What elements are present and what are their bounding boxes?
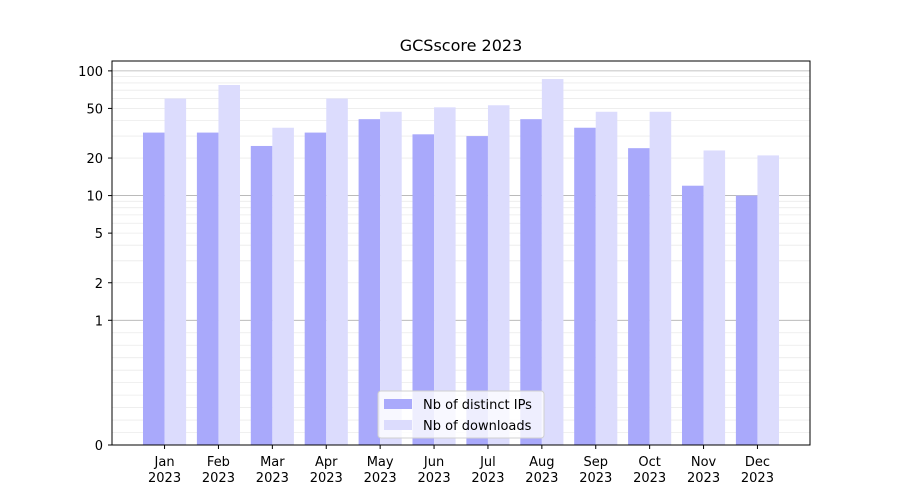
bar-distinct-ips xyxy=(520,119,542,446)
x-tick-label-year: 2023 xyxy=(579,471,612,486)
x-tick-label-year: 2023 xyxy=(364,471,397,486)
x-tick-label-month: May xyxy=(367,455,394,470)
x-tick-label: Sep 2023 xyxy=(579,455,612,486)
x-tick-label-month: Sep xyxy=(583,455,608,470)
y-tick-label: 20 xyxy=(86,152,103,167)
x-tick-label-year: 2023 xyxy=(525,471,558,486)
x-tick-label: Dec 2023 xyxy=(741,455,774,486)
y-tick-label: 10 xyxy=(86,190,103,205)
x-tick-label-month: Dec xyxy=(745,455,770,470)
x-tick-label-year: 2023 xyxy=(687,471,720,486)
x-tick-label-month: Oct xyxy=(638,455,660,470)
bars xyxy=(142,79,780,446)
x-tick-label-year: 2023 xyxy=(471,471,504,486)
x-tick-label: Oct 2023 xyxy=(633,455,666,486)
x-tick-label: Nov 2023 xyxy=(687,455,720,486)
x-tick-label-month: Apr xyxy=(315,455,338,470)
bar-distinct-ips xyxy=(304,132,327,446)
x-tick-label-year: 2023 xyxy=(202,471,235,486)
bar-downloads xyxy=(326,98,348,446)
y-tick-label: 100 xyxy=(78,65,103,80)
bar-downloads xyxy=(595,111,618,445)
legend-swatch xyxy=(384,399,412,409)
x-tick-label-year: 2023 xyxy=(310,471,343,486)
plot-frame xyxy=(111,60,811,446)
legend-label: Nb of distinct IPs xyxy=(423,398,532,413)
x-tick-label: Jan 2023 xyxy=(148,455,181,486)
legend-box xyxy=(377,390,545,439)
bar-distinct-ips xyxy=(142,132,165,446)
bar-distinct-ips xyxy=(358,119,381,446)
bar-downloads xyxy=(541,79,564,446)
bar-downloads xyxy=(272,127,294,445)
bar-downloads xyxy=(164,98,187,446)
bar-distinct-ips xyxy=(628,148,650,445)
x-tick-label-month: Jun xyxy=(423,455,444,470)
x-tick-label: Aug 2023 xyxy=(525,455,558,486)
bar-downloads xyxy=(218,85,241,445)
y-tick-label: 5 xyxy=(95,227,103,242)
bar-distinct-ips xyxy=(735,195,758,445)
x-tick-label-year: 2023 xyxy=(418,471,451,486)
legend-label: Nb of downloads xyxy=(423,419,532,434)
x-tick-label: May 2023 xyxy=(364,455,397,486)
bar-distinct-ips xyxy=(250,145,273,446)
x-tick-label-month: Feb xyxy=(207,455,230,470)
bar-distinct-ips xyxy=(574,127,596,445)
x-tick-label: Jul 2023 xyxy=(471,455,504,486)
bar-distinct-ips xyxy=(466,136,488,446)
legend: Nb of distinct IPs Nb of downloads xyxy=(377,390,545,439)
y-tick-label: 1 xyxy=(95,314,103,329)
chart-title: GCSscore 2023 xyxy=(400,36,523,55)
x-tick-label: Apr 2023 xyxy=(310,455,343,486)
x-tick-label-month: Mar xyxy=(260,455,285,470)
y-tick-label: 2 xyxy=(95,277,103,292)
bar-downloads xyxy=(434,107,456,445)
bar-downloads xyxy=(703,150,726,445)
y-tick-label: 0 xyxy=(95,439,103,454)
bar-downloads xyxy=(757,155,780,445)
x-tick-label-year: 2023 xyxy=(256,471,289,486)
bar-distinct-ips xyxy=(681,185,704,445)
x-tick-label-year: 2023 xyxy=(148,471,181,486)
bar-distinct-ips xyxy=(196,132,219,446)
legend-swatch xyxy=(384,420,412,430)
bar-downloads xyxy=(380,111,402,445)
bar-distinct-ips xyxy=(412,134,435,445)
x-tick-label: Jun 2023 xyxy=(418,455,451,486)
x-tick-label: Mar 2023 xyxy=(256,455,289,486)
y-tick-label: 50 xyxy=(86,102,103,117)
x-tick-label: Feb 2023 xyxy=(202,455,235,486)
bar-downloads xyxy=(649,111,672,445)
x-tick-label-month: Jul xyxy=(479,455,496,470)
x-tick-label-year: 2023 xyxy=(741,471,774,486)
x-tick-label-month: Nov xyxy=(691,455,717,470)
x-tick-label-month: Jan xyxy=(154,455,175,470)
x-tick-label-month: Aug xyxy=(529,455,554,470)
x-tick-label-year: 2023 xyxy=(633,471,666,486)
bar-downloads xyxy=(487,105,510,446)
